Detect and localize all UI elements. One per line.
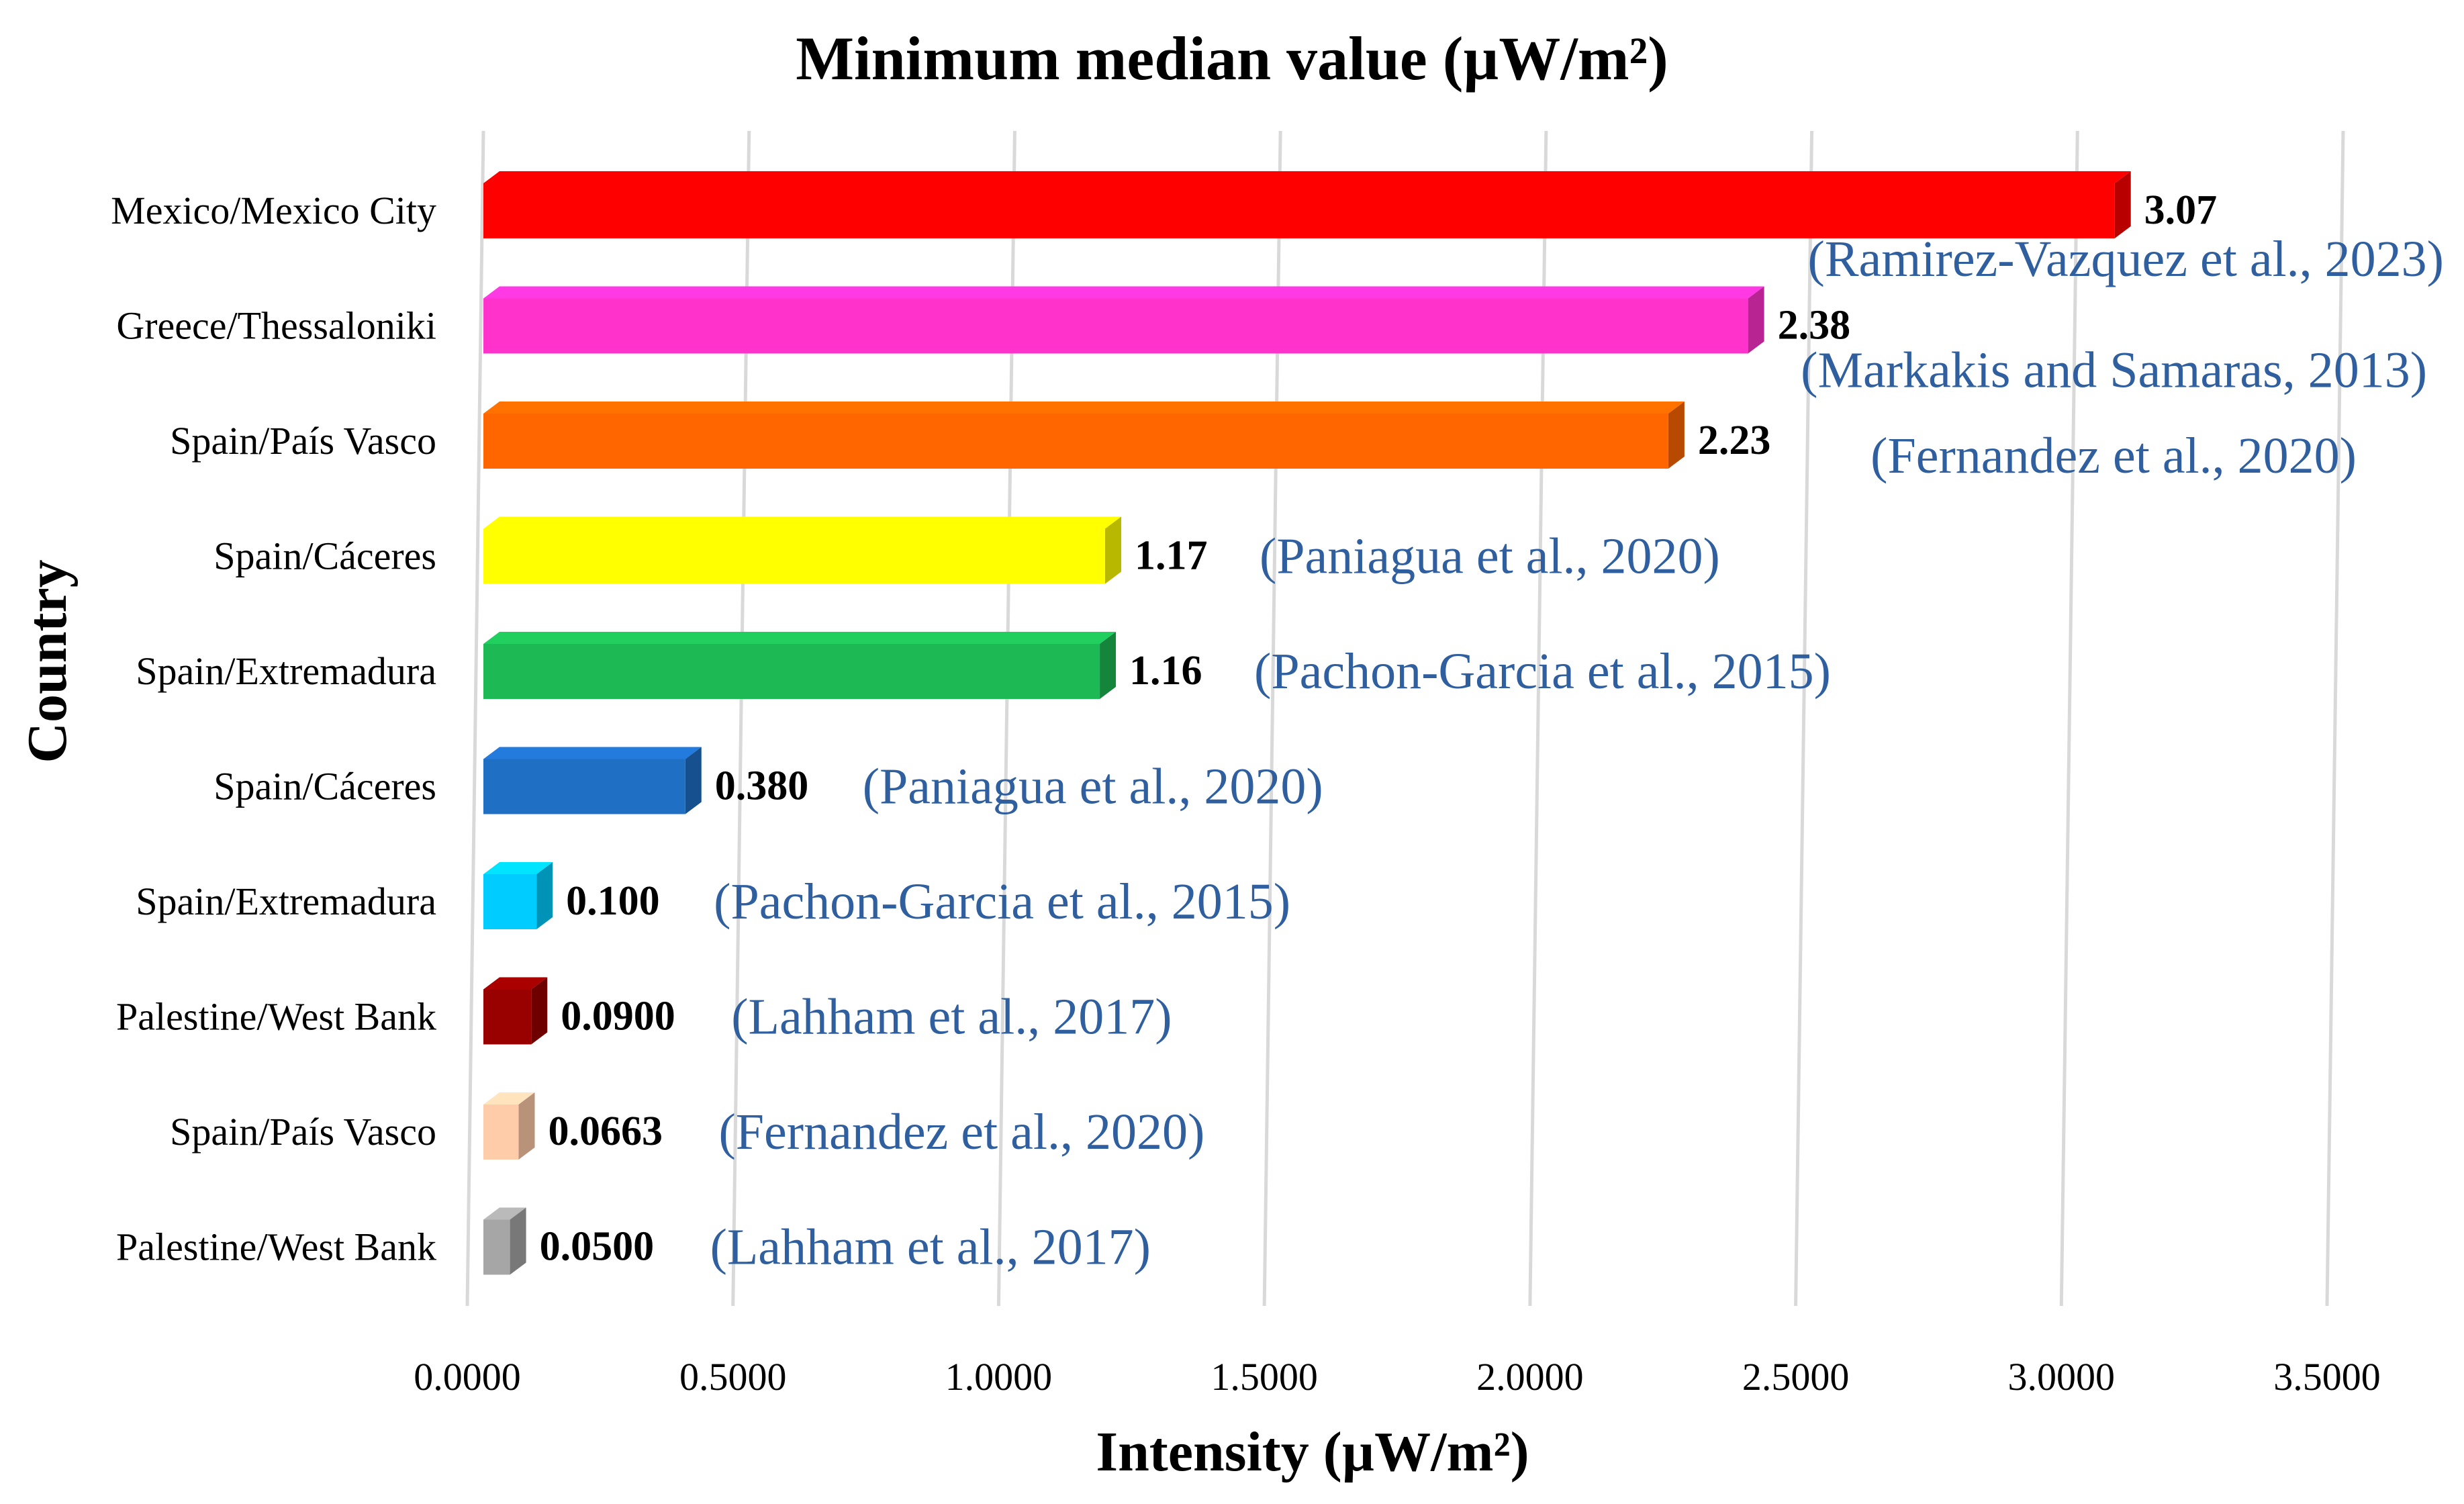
bar-side-face	[531, 977, 548, 1045]
bar-top-face	[483, 1092, 535, 1104]
citation-annotation: (Pachon-Garcia et al., 2015)	[714, 874, 1290, 930]
bar-side-face	[685, 747, 702, 814]
bar-group: 2.38(Markakis and Samaras, 2013)	[483, 286, 2427, 399]
x-tick-label: 0.0000	[414, 1355, 521, 1399]
bar	[483, 1104, 519, 1160]
bar-side-face	[2114, 171, 2131, 238]
bar-top-face	[483, 516, 1121, 529]
category-label: Palestine/West Bank	[116, 995, 436, 1039]
category-label: Spain/Cáceres	[214, 534, 436, 578]
x-axis-title: Intensity (µW/m²)	[1096, 1421, 1529, 1483]
citation-annotation: (Pachon-Garcia et al., 2015)	[1254, 643, 1831, 700]
bar	[483, 644, 1100, 699]
citation-annotation: (Ramirez-Vazquez et al., 2023)	[1808, 231, 2444, 287]
gridline	[465, 130, 485, 1307]
x-tick-label: 1.5000	[1211, 1355, 1318, 1399]
bar	[483, 1219, 510, 1275]
bar-group: 0.0663 (Fernandez et al., 2020)	[483, 1092, 1204, 1160]
bar-value-label: 1.16	[1129, 648, 1202, 694]
y-axis-title: Country	[16, 559, 79, 763]
bar-group: 0.0500 (Lahham et al., 2017)	[483, 1207, 1151, 1276]
category-label: Palestine/West Bank	[116, 1225, 436, 1269]
bar-top-face	[483, 977, 548, 990]
citation-annotation: (Fernandez et al., 2020)	[1870, 428, 2357, 484]
bar-group: 0.380 (Paniagua et al., 2020)	[483, 747, 1323, 815]
category-labels: Mexico/Mexico City Greece/Thessaloniki Spa…	[111, 189, 436, 1269]
citation-annotation: (Fernandez et al., 2020)	[718, 1104, 1204, 1160]
bar-side-face	[1100, 632, 1117, 699]
gridline	[2325, 130, 2345, 1307]
bar-side-face	[510, 1207, 526, 1275]
bar-top-face	[483, 632, 1117, 644]
bar-value-label: 0.0663	[548, 1109, 663, 1154]
chart-title: Minimum median value (µW/m²)	[796, 24, 1668, 93]
bar-side-face	[518, 1092, 535, 1160]
x-tick-label: 3.5000	[2273, 1355, 2381, 1399]
bar-top-face	[483, 747, 702, 759]
citation-annotation: (Markakis and Samaras, 2013)	[1801, 342, 2427, 399]
category-label: Spain/País Vasco	[170, 1110, 436, 1154]
bar-side-face	[536, 862, 553, 929]
bar-side-face	[1668, 402, 1685, 469]
bar-group: 0.0900 (Lahham et al., 2017)	[483, 977, 1172, 1045]
bar-group: 2.23 (Fernandez et al., 2020)	[483, 402, 2357, 484]
bar	[483, 874, 537, 929]
category-label: Spain/Extremadura	[136, 880, 436, 923]
category-label: Spain/País Vasco	[170, 419, 436, 463]
x-tick-label: 1.0000	[945, 1355, 1053, 1399]
bar-side-face	[1104, 516, 1121, 584]
bar	[483, 989, 532, 1045]
bar-top-face	[483, 402, 1685, 414]
bar	[483, 414, 1668, 469]
bar-top-face	[483, 862, 553, 874]
bar	[483, 298, 1748, 354]
citation-annotation: (Lahham et al., 2017)	[710, 1219, 1151, 1276]
bar-group: 1.16 (Pachon-Garcia et al., 2015)	[483, 632, 1831, 700]
bar-top-face	[483, 171, 2131, 183]
bar-group: 1.17 (Paniagua et al., 2020)	[483, 516, 1720, 585]
bar	[483, 528, 1105, 584]
citation-annotation: (Paniagua et al., 2020)	[1260, 528, 1720, 585]
bar-group: 3.07(Ramirez-Vazquez et al., 2023)	[483, 171, 2444, 287]
bar-value-label: 0.100	[566, 878, 660, 924]
bar-value-label: 2.38	[1778, 303, 1851, 348]
category-label: Spain/Cáceres	[214, 765, 436, 808]
x-tick-label: 3.0000	[2008, 1355, 2116, 1399]
bar-side-face	[1748, 286, 1764, 354]
bar-value-label: 1.17	[1135, 533, 1208, 579]
bar-value-label: 0.0900	[561, 994, 675, 1039]
bar-value-label: 2.23	[1698, 418, 1771, 463]
gridline	[2059, 130, 2079, 1307]
citation-annotation: (Lahham et al., 2017)	[731, 989, 1172, 1045]
category-label: Mexico/Mexico City	[111, 189, 436, 232]
category-label: Spain/Extremadura	[136, 649, 436, 693]
citation-annotation: (Paniagua et al., 2020)	[863, 759, 1323, 815]
category-label: Greece/Thessaloniki	[116, 304, 436, 348]
bars: 3.07(Ramirez-Vazquez et al., 2023)2.38(M…	[483, 171, 2444, 1276]
x-axis-ticks: 0.0000 0.5000 1.0000 1.5000 2.0000 2.5000 3.00…	[414, 1355, 2381, 1399]
bar-top-face	[483, 1207, 526, 1220]
x-tick-label: 2.5000	[1742, 1355, 1850, 1399]
bar-top-face	[483, 286, 1764, 299]
x-tick-label: 0.5000	[679, 1355, 787, 1399]
x-tick-label: 2.0000	[1476, 1355, 1584, 1399]
bar	[483, 183, 2115, 238]
bar-group: 0.100 (Pachon-Garcia et al., 2015)	[483, 862, 1290, 930]
bar-value-label: 0.0500	[540, 1224, 655, 1270]
gridline	[1794, 130, 1814, 1307]
bar	[483, 759, 685, 814]
bar-value-label: 3.07	[2144, 187, 2218, 233]
bar-value-label: 0.380	[715, 763, 809, 809]
